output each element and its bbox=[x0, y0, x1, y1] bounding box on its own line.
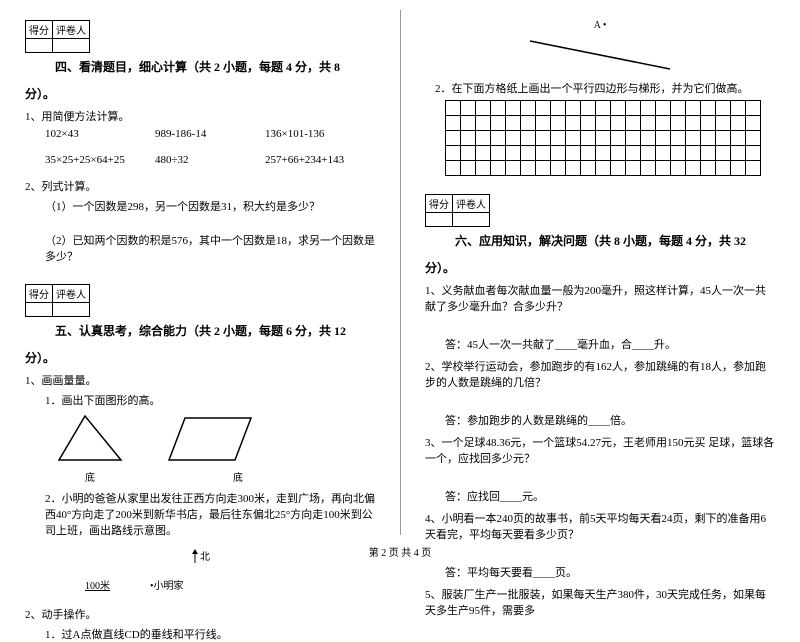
q4-2a: （1）一个因数是298，另一个因数是31，积大约是多少？ bbox=[45, 198, 375, 214]
compass-row: 100米 •小明家 bbox=[85, 577, 375, 592]
q-r2: 2．在下面方格纸上画出一个平行四边形与梯形，并为它们做高。 bbox=[435, 80, 775, 96]
expr-2a: 35×25+25×64+25 bbox=[45, 154, 155, 166]
grid-paper bbox=[445, 100, 761, 176]
q5-2: 2、动手操作。 bbox=[25, 606, 375, 622]
scale-label: 100米 bbox=[85, 577, 110, 592]
a6-4: 答：平均每天要看____页。 bbox=[445, 564, 775, 580]
section-5-title: 五、认真思考，综合能力（共 2 小题，每题 6 分，共 12 bbox=[55, 322, 346, 339]
section-4-end: 分）。 bbox=[25, 85, 375, 102]
q5-1a: 1．画出下面图形的高。 bbox=[45, 392, 375, 408]
point-a-label: A • bbox=[425, 20, 775, 31]
score-box-6: 得分评卷人 bbox=[425, 194, 490, 227]
score-label: 得分 bbox=[26, 21, 53, 39]
left-column: 得分评卷人 四、看清题目，细心计算（共 2 小题，每题 4 分，共 8 分）。 … bbox=[0, 0, 400, 540]
expr-1c: 136×101-136 bbox=[265, 128, 375, 140]
shapes-row: 底 底 bbox=[55, 414, 375, 484]
q5-1: 1、画画量量。 bbox=[25, 372, 375, 388]
grader-label: 评卷人 bbox=[53, 21, 90, 39]
expr-2c: 257+66+234+143 bbox=[265, 154, 375, 166]
page-footer: 第 2 页 共 4 页 bbox=[0, 544, 800, 559]
parallelogram-shape: 底 bbox=[165, 414, 255, 484]
expr-1a: 102×43 bbox=[45, 128, 155, 140]
triangle-base-label: 底 bbox=[55, 469, 125, 484]
q4-2b: （2）已知两个因数的积是576，其中一个因数是18，求另一个因数是多少？ bbox=[45, 232, 375, 264]
section-6-end: 分）。 bbox=[425, 259, 775, 276]
q6-3: 3、一个足球48.36元，一个篮球54.27元，王老师用150元买 足球，篮球各… bbox=[425, 434, 775, 466]
calc-row-2: 35×25+25×64+25 480÷32 257+66+234+143 bbox=[45, 154, 375, 166]
q6-2: 2、学校举行运动会，参加跑步的有162人，参加跳绳的有18人，参加跑步的人数是跳… bbox=[425, 358, 775, 390]
home-label: •小明家 bbox=[150, 577, 184, 592]
a6-3: 答：应找回____元。 bbox=[445, 488, 775, 504]
line-cd bbox=[425, 33, 775, 76]
section-6-title: 六、应用知识，解决问题（共 8 小题，每题 4 分，共 32 bbox=[455, 232, 746, 249]
q5-2a: 1．过A点做直线CD的垂线和平行线。 bbox=[45, 626, 375, 642]
q4-2: 2、列式计算。 bbox=[25, 178, 375, 194]
expr-2b: 480÷32 bbox=[155, 154, 265, 166]
section-4-title: 四、看清题目，细心计算（共 2 小题，每题 4 分，共 8 bbox=[55, 58, 340, 75]
score-box-4: 得分评卷人 bbox=[25, 20, 90, 53]
score-box-5: 得分评卷人 bbox=[25, 284, 90, 317]
q5-1b: 2．小明的爸爸从家里出发往正西方向走300米，走到广场，再向北偏西40°方向走了… bbox=[45, 490, 375, 538]
para-base-label: 底 bbox=[165, 469, 255, 484]
calc-row-1: 102×43 989-186-14 136×101-136 bbox=[45, 128, 375, 140]
q6-5: 5、服装厂生产一批服装，如果每天生产380件，30天完成任务，如果每天多生产95… bbox=[425, 586, 775, 618]
section-5-end: 分）。 bbox=[25, 349, 375, 366]
q4-1: 1、用简便方法计算。 bbox=[25, 108, 375, 124]
a6-2: 答：参加跑步的人数是跳绳的____倍。 bbox=[445, 412, 775, 428]
q6-4: 4、小明看一本240页的故事书，前5天平均每天看24页，剩下的准备用6天看完，平… bbox=[425, 510, 775, 542]
q6-1: 1、义务献血者每次献血量一般为200毫升，照这样计算，45人一次一共献了多少毫升… bbox=[425, 282, 775, 314]
expr-1b: 989-186-14 bbox=[155, 128, 265, 140]
right-column: A • 2．在下面方格纸上画出一个平行四边形与梯形，并为它们做高。 得分评卷人 … bbox=[400, 0, 800, 540]
triangle-shape: 底 bbox=[55, 414, 125, 484]
a6-1: 答：45人一次一共献了____毫升血，合____升。 bbox=[445, 336, 775, 352]
